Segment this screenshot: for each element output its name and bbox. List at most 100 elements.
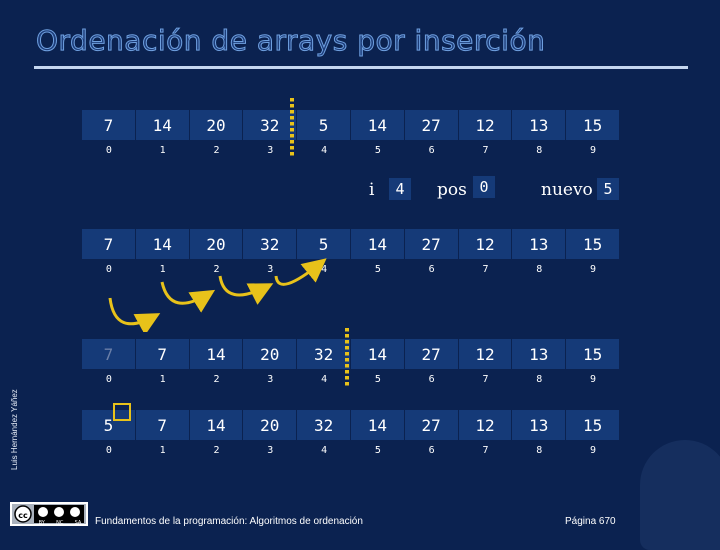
array-cell: 7 [136,410,190,440]
index-label: 7 [482,263,489,275]
sorted-boundary-marker [345,328,349,386]
index-label: 2 [213,263,220,275]
array-cell: 20 [243,410,298,440]
university-seal-icon [640,440,720,550]
index-label: 4 [321,444,328,456]
array-cell: 32 [243,110,298,140]
index-label: 8 [536,144,543,156]
var-i-label: i [369,180,375,200]
index-label: 5 [374,444,381,456]
index-label: 0 [105,144,112,156]
index-label: 5 [374,144,381,156]
index-label: 1 [159,444,166,456]
index-label: 6 [428,444,435,456]
array-cell: 5 [297,110,351,140]
array-cell: 7 [82,110,136,140]
array-cell: 20 [190,229,244,259]
var-i-value: 4 [389,178,411,200]
array-cell: 15 [566,339,620,369]
array-cell: 20 [243,339,298,369]
array-cell: 13 [512,229,567,259]
author-vertical-label: Luis Hernández Yáñez [10,389,19,470]
index-label: 3 [267,144,274,156]
var-nuevo-label: nuevo [541,180,593,200]
array-block-3: 7 7 14 20 32 14 27 12 13 15 0 1 2 3 4 5 … [82,339,620,389]
array-cell: 5 [297,229,351,259]
index-label: 8 [536,373,543,385]
array-cell: 13 [512,339,567,369]
array-cell: 32 [243,229,298,259]
index-label: 9 [590,144,597,156]
index-label: 3 [267,263,274,275]
index-label: 3 [267,444,274,456]
array-cell: 12 [459,410,513,440]
index-label: 0 [105,263,112,275]
index-label: 8 [536,444,543,456]
index-label: 5 [374,263,381,275]
array-index-row: 0 1 2 3 4 5 6 7 8 9 [82,369,620,389]
index-label: 9 [590,444,597,456]
array-index-row: 0 1 2 3 4 5 6 7 8 9 [82,440,620,460]
index-label: 1 [159,144,166,156]
slide-title: Ordenación de arrays por inserción [35,24,546,58]
array-cell: 13 [512,410,567,440]
array-cell: 27 [405,110,459,140]
array-block-1: 7 14 20 32 5 14 27 12 13 15 0 1 2 3 4 5 … [82,110,620,160]
index-label: 2 [213,444,220,456]
array-index-row: 0 1 2 3 4 5 6 7 8 9 [82,140,620,160]
svg-text:cc: cc [18,511,28,520]
index-label: 7 [482,373,489,385]
index-label: 5 [374,373,381,385]
array-cell: 12 [459,339,513,369]
array-cell: 14 [136,110,190,140]
array-cell: 27 [405,229,459,259]
footer-page-number: Página 670 [565,516,616,527]
array-cell: 5 [82,410,136,440]
shift-arrow [160,281,216,313]
index-label: 1 [159,373,166,385]
index-label: 7 [482,144,489,156]
title-divider [34,66,688,69]
index-label: 2 [213,373,220,385]
license-labels: BY NC SA [33,520,87,526]
license-by-label: BY [38,520,45,526]
array-cell: 14 [136,229,190,259]
var-pos-label: pos [437,180,467,200]
index-label: 4 [321,144,328,156]
array-cell: 14 [351,110,405,140]
sorted-boundary-marker [290,98,294,156]
array-cell: 7 [82,229,136,259]
index-label: 6 [428,144,435,156]
insert-position-marker [113,403,131,421]
array-cell: 14 [190,410,244,440]
array-cell: 15 [566,110,620,140]
index-label: 1 [159,263,166,275]
index-label: 2 [213,144,220,156]
array-cell: 7 [136,339,190,369]
array-cell: 27 [405,339,459,369]
array-block-4: 5 7 14 20 32 14 27 12 13 15 0 1 2 3 4 5 … [82,410,620,460]
array-cell: 14 [190,339,244,369]
var-pos-value: 0 [473,176,495,198]
shift-arrows [108,258,327,332]
license-nc-label: NC [56,520,64,526]
shift-arrow [218,275,274,305]
index-label: 7 [482,444,489,456]
array-cell: 15 [566,229,620,259]
array-values-row: 7 7 14 20 32 14 27 12 13 15 [82,339,620,369]
array-cell: 12 [459,110,513,140]
array-values-row: 7 14 20 32 5 14 27 12 13 15 [82,110,620,140]
index-label: 6 [428,263,435,275]
array-cell: 14 [351,410,405,440]
array-cell: 13 [512,110,567,140]
index-label: 9 [590,373,597,385]
index-label: 0 [105,444,112,456]
creative-commons-license-icon: cc [10,502,88,526]
index-label: 4 [321,373,328,385]
array-values-row: 5 7 14 20 32 14 27 12 13 15 [82,410,620,440]
array-block-2: 7 14 20 32 5 14 27 12 13 15 0 1 2 3 4 5 … [82,229,620,279]
array-cell: 20 [190,110,244,140]
license-sa-label: SA [74,520,82,526]
array-cell: 7 [82,339,136,369]
array-cell: 32 [297,410,351,440]
